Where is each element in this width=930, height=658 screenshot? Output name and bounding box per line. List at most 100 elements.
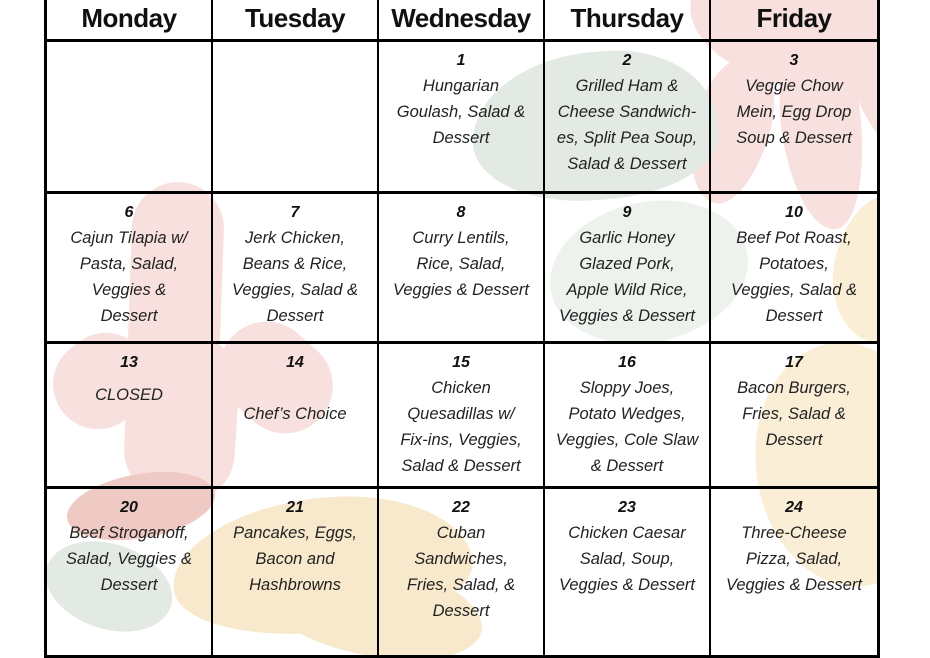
menu-line: Chef’s Choice	[243, 405, 347, 423]
date-number: 16	[618, 354, 636, 371]
menu-line: Veggies, Salad &	[232, 281, 358, 299]
date-number: 7	[290, 204, 300, 221]
calendar-cell-day-22: 22 Cuban Sandwiches, Fries, Salad, & Des…	[379, 489, 545, 658]
menu-line: Dessert	[266, 307, 324, 325]
menu-line: Pasta, Salad,	[79, 255, 179, 273]
menu-line: Sandwiches,	[414, 550, 508, 568]
date-number: 15	[452, 354, 470, 371]
menu-line: Three-Cheese	[741, 524, 847, 542]
date-number: 10	[785, 204, 803, 221]
date-number: 21	[286, 499, 304, 516]
calendar-cell-empty	[47, 42, 213, 194]
menu-line: Dessert	[765, 431, 823, 449]
menu-line: Fix-ins, Veggies,	[400, 431, 522, 449]
calendar-cell-day-20: 20 Beef Stroganoff, Salad, Veggies & Des…	[47, 489, 213, 658]
menu-line: Potato Wedges,	[568, 405, 686, 423]
menu-line: Veggies & Dessert	[558, 576, 696, 594]
menu-line: Beans & Rice,	[242, 255, 348, 273]
menu-line: Apple Wild Rice,	[566, 281, 688, 299]
menu-line: Beef Stroganoff,	[69, 524, 189, 542]
menu-line: Salad & Dessert	[567, 155, 687, 173]
calendar-cell-day-21: 21 Pancakes, Eggs, Bacon and Hashbrowns	[213, 489, 379, 658]
menu-line: Veggies & Dessert	[392, 281, 530, 299]
menu-line: Veggies, Cole Slaw	[555, 431, 699, 449]
menu-line: Fries, Salad, &	[406, 576, 516, 594]
day-header-friday: Friday	[711, 0, 877, 42]
menu-line: Chicken Caesar	[568, 524, 686, 542]
calendar-cell-day-3: 3 Veggie Chow Mein, Egg Drop Soup & Dess…	[711, 42, 877, 194]
day-header-tuesday: Tuesday	[213, 0, 379, 42]
menu-line: Cajun Tilapia w/	[70, 229, 188, 247]
calendar-cell-day-16: 16 Sloppy Joes, Potato Wedges, Veggies, …	[545, 344, 711, 489]
menu-line: Salad, Veggies &	[66, 550, 192, 568]
date-number: 23	[618, 499, 636, 516]
menu-line: Bacon Burgers,	[737, 379, 851, 397]
menu-line: Salad, Soup,	[579, 550, 675, 568]
date-number: 2	[622, 52, 632, 69]
menu-line: Salad & Dessert	[401, 457, 521, 475]
calendar-cell-day-1: 1 Hungarian Goulash, Salad & Dessert	[379, 42, 545, 194]
menu-line: Fries, Salad &	[742, 405, 846, 423]
menu-line: Soup & Dessert	[736, 129, 852, 147]
date-number: 24	[785, 499, 803, 516]
menu-line: Goulash, Salad &	[396, 103, 526, 121]
menu-line: Dessert	[432, 602, 490, 620]
menu-line: Dessert	[100, 307, 158, 325]
menu-calendar-table: Monday Tuesday Wednesday Thursday Friday…	[44, 0, 880, 658]
menu-line: Bacon and	[255, 550, 335, 568]
menu-line: Chicken	[431, 379, 491, 397]
date-number: 20	[120, 499, 138, 516]
day-header-label: Tuesday	[244, 3, 346, 33]
date-number: 17	[785, 354, 803, 371]
calendar-cell-day-17: 17 Bacon Burgers, Fries, Salad & Dessert	[711, 344, 877, 489]
closed-label: CLOSED	[95, 386, 163, 404]
menu-line: Sloppy Joes,	[579, 379, 675, 397]
calendar-cell-day-15: 15 Chicken Quesadillas w/ Fix-ins, Veggi…	[379, 344, 545, 489]
date-number: 13	[120, 354, 138, 371]
day-header-label: Monday	[81, 3, 177, 33]
calendar-cell-day-2: 2 Grilled Ham & Cheese Sandwich- es, Spl…	[545, 42, 711, 194]
menu-line: Dessert	[765, 307, 823, 325]
menu-line: Mein, Egg Drop	[736, 103, 852, 121]
day-header-label: Wednesday	[391, 3, 531, 33]
menu-line: Veggies & Dessert	[558, 307, 696, 325]
menu-line: Rice, Salad,	[416, 255, 506, 273]
menu-line: Dessert	[100, 576, 158, 594]
menu-line: Jerk Chicken,	[245, 229, 345, 247]
calendar-cell-day-23: 23 Chicken Caesar Salad, Soup, Veggies &…	[545, 489, 711, 658]
menu-line: Veggies &	[91, 281, 167, 299]
menu-line: Veggie Chow	[745, 77, 843, 95]
date-number: 22	[452, 499, 470, 516]
menu-line: Potatoes,	[759, 255, 829, 273]
day-header-label: Friday	[756, 3, 832, 33]
menu-line: Veggies, Salad &	[731, 281, 857, 299]
day-header-label: Thursday	[570, 3, 684, 33]
menu-line: Dessert	[432, 129, 490, 147]
menu-line: Beef Pot Roast,	[736, 229, 852, 247]
day-header-monday: Monday	[47, 0, 213, 42]
menu-line: Curry Lentils,	[412, 229, 510, 247]
menu-line: Cuban	[436, 524, 486, 542]
calendar-cell-day-9: 9 Garlic Honey Glazed Pork, Apple Wild R…	[545, 194, 711, 344]
date-number: 6	[124, 204, 134, 221]
menu-line	[213, 375, 377, 401]
menu-line: Hashbrowns	[249, 576, 341, 594]
lunch-menu-page: { "colors": { "grid_line": "#000000", "t…	[44, 0, 880, 658]
menu-line: Veggies & Dessert	[725, 576, 863, 594]
menu-line: es, Split Pea Soup,	[556, 129, 698, 147]
calendar-cell-day-24: 24 Three-Cheese Pizza, Salad, Veggies & …	[711, 489, 877, 658]
calendar-cell-day-8: 8 Curry Lentils, Rice, Salad, Veggies & …	[379, 194, 545, 344]
calendar-cell-day-7: 7 Jerk Chicken, Beans & Rice, Veggies, S…	[213, 194, 379, 344]
menu-line: Quesadillas w/	[407, 405, 515, 423]
date-number: 14	[286, 354, 304, 371]
menu-line: Cheese Sandwich-	[557, 103, 697, 121]
day-header-thursday: Thursday	[545, 0, 711, 42]
date-number: 8	[456, 204, 466, 221]
calendar-cell-day-13: 13 CLOSED	[47, 344, 213, 489]
date-number: 3	[789, 52, 799, 69]
menu-line: Garlic Honey	[579, 229, 675, 247]
calendar-cell-day-10: 10 Beef Pot Roast, Potatoes, Veggies, Sa…	[711, 194, 877, 344]
menu-line: Hungarian	[422, 77, 500, 95]
calendar-cell-empty	[213, 42, 379, 194]
date-number: 9	[622, 204, 632, 221]
